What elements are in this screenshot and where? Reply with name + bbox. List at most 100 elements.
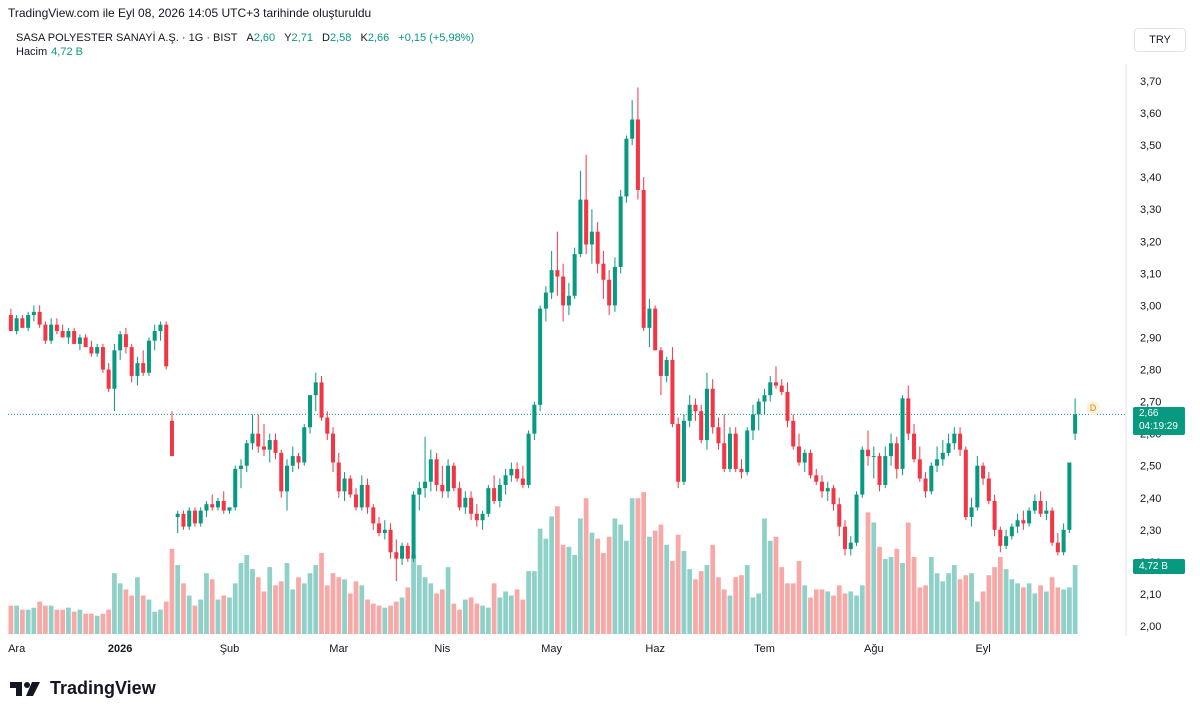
- volume-bar: [1009, 579, 1015, 634]
- candle-body: [423, 481, 428, 489]
- volume-bar: [980, 591, 986, 634]
- volume-bar: [658, 524, 664, 634]
- dividend-badge[interactable]: D: [1086, 401, 1100, 415]
- volume-bar: [842, 593, 848, 634]
- candle-body: [1055, 542, 1060, 553]
- volume-bar: [624, 540, 629, 634]
- volume-bar: [393, 601, 399, 634]
- volume-bar: [25, 609, 31, 634]
- candle-body: [135, 363, 140, 376]
- volume-bar: [77, 609, 83, 634]
- candle-body: [8, 315, 13, 332]
- volume-bar: [14, 605, 20, 634]
- volume-bar: [773, 536, 779, 634]
- candle-body: [26, 315, 31, 328]
- volume-bar: [163, 601, 169, 634]
- volume-bar: [342, 579, 347, 634]
- volume-bar: [273, 585, 278, 634]
- candle-body: [215, 500, 220, 508]
- candle-body: [405, 545, 410, 559]
- candle-body: [796, 446, 802, 463]
- candle-body: [566, 295, 571, 306]
- candle-body: [233, 468, 238, 508]
- candle-body: [302, 427, 307, 463]
- volume-bar: [727, 595, 733, 634]
- candle-body: [221, 500, 226, 511]
- volume-bar: [923, 585, 928, 634]
- candle-body: [1032, 500, 1037, 511]
- volume-bar: [549, 516, 555, 634]
- candle-body: [95, 347, 100, 354]
- candle-body: [1038, 500, 1043, 514]
- candle-body: [756, 401, 761, 415]
- volume-bar: [560, 544, 566, 634]
- tradingview-logo[interactable]: TradingView: [10, 678, 156, 699]
- volume-bar: [831, 595, 836, 634]
- volume-bar: [158, 609, 163, 634]
- candle-body: [612, 266, 617, 306]
- candle-body: [486, 488, 491, 514]
- volume-bar: [744, 565, 750, 634]
- volume-bar: [900, 563, 905, 634]
- y-tick-label: 2,00: [1140, 621, 1161, 633]
- candle-body: [158, 324, 163, 332]
- open-value: 2,60: [253, 32, 276, 44]
- volume-bar: [756, 593, 762, 634]
- candle-body: [981, 465, 986, 479]
- candle-body: [89, 347, 94, 354]
- x-tick-label: Şub: [220, 643, 240, 655]
- candle-body: [238, 465, 243, 469]
- volume-bar: [1020, 587, 1026, 634]
- candle-body: [43, 324, 48, 341]
- candle-body: [1044, 510, 1049, 514]
- volume-bar: [457, 609, 462, 634]
- volume-bar: [106, 609, 112, 634]
- volume-bar: [428, 583, 434, 634]
- volume-bar: [1015, 583, 1020, 634]
- candle-body: [739, 468, 744, 473]
- x-tick-label: Eyl: [975, 643, 990, 655]
- candle-body: [653, 308, 658, 351]
- volume-bar: [928, 556, 934, 634]
- high-label: Y: [284, 32, 292, 44]
- candle-body: [141, 363, 146, 373]
- volume-bar: [238, 563, 244, 634]
- candle-body: [192, 510, 197, 524]
- volume-bar: [681, 550, 687, 634]
- volume-bar: [836, 585, 842, 634]
- symbol-name[interactable]: SASA POLYESTER SANAYİ A.Ş. · 1G · BIST: [16, 32, 238, 44]
- volume-bar: [716, 577, 721, 634]
- volume-bar: [687, 569, 693, 634]
- volume-bar: [451, 603, 457, 634]
- candle-body: [394, 552, 399, 559]
- candle-body: [687, 404, 692, 421]
- x-tick-label: Haz: [645, 643, 665, 655]
- candle-body: [474, 513, 479, 521]
- candle-body: [929, 465, 934, 492]
- candle-body: [584, 199, 589, 245]
- candle-body: [256, 433, 261, 447]
- volume-bar: [739, 575, 744, 634]
- volume-bar: [462, 599, 468, 634]
- candle-body: [244, 443, 249, 466]
- candle-body: [497, 484, 502, 501]
- candle-body: [77, 337, 82, 344]
- volume-bar: [181, 583, 186, 634]
- x-tick-label: May: [541, 643, 562, 655]
- volume-bar: [618, 524, 624, 634]
- candle-body: [123, 334, 128, 348]
- volume-bar: [37, 601, 43, 634]
- symbol-legend: SASA POLYESTER SANAYİ A.Ş. · 1G · BIST A…: [16, 31, 474, 46]
- x-tick-label: Tem: [754, 643, 775, 655]
- candle-body: [986, 478, 991, 501]
- volume-bar: [31, 607, 37, 634]
- candle-body: [699, 411, 704, 441]
- volume-bar: [969, 573, 974, 634]
- volume-bar: [595, 538, 601, 634]
- volume-bar: [514, 589, 520, 634]
- candle-body: [72, 331, 77, 344]
- currency-button[interactable]: TRY: [1134, 28, 1186, 52]
- candle-body: [532, 404, 537, 434]
- volume-bar: [261, 591, 267, 634]
